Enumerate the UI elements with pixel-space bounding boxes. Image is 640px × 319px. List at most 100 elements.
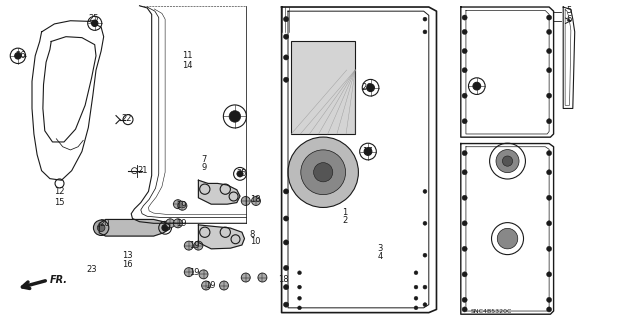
Text: 26: 26 [362,83,372,92]
Text: 11: 11 [182,51,193,60]
Circle shape [462,272,467,277]
Circle shape [284,302,289,307]
Circle shape [194,241,203,250]
Circle shape [423,30,427,34]
Circle shape [229,111,241,122]
Circle shape [414,306,418,310]
Circle shape [220,281,228,290]
Text: 16: 16 [122,260,132,269]
Text: 26: 26 [15,51,26,60]
Circle shape [423,253,427,257]
Circle shape [258,273,267,282]
Circle shape [547,297,552,302]
Circle shape [547,93,552,98]
Text: 1: 1 [342,208,348,217]
Circle shape [284,17,289,22]
Circle shape [284,265,289,271]
Circle shape [473,82,481,90]
Circle shape [237,171,243,177]
Circle shape [496,150,519,173]
Circle shape [241,273,250,282]
Circle shape [92,20,98,26]
Text: 2: 2 [342,216,348,225]
Circle shape [298,306,301,310]
Text: FR.: FR. [50,275,68,285]
Circle shape [284,77,289,82]
Circle shape [547,246,552,251]
Circle shape [547,15,552,20]
Circle shape [298,296,301,300]
Text: 19: 19 [205,281,215,290]
Circle shape [199,270,208,279]
Text: 19: 19 [189,268,199,277]
Circle shape [423,303,427,307]
Circle shape [547,170,552,175]
Text: 9: 9 [202,163,207,172]
Circle shape [547,68,552,73]
Text: 18: 18 [250,195,260,204]
Text: 14: 14 [182,61,193,70]
Circle shape [497,228,518,249]
Circle shape [547,29,552,34]
FancyBboxPatch shape [291,41,355,134]
Circle shape [284,55,289,60]
Circle shape [162,225,168,231]
Text: 8: 8 [250,230,255,239]
Circle shape [178,201,187,210]
Circle shape [414,271,418,275]
Circle shape [367,84,374,92]
Circle shape [462,195,467,200]
Circle shape [202,281,211,290]
Text: 5: 5 [566,6,572,15]
Circle shape [97,224,105,232]
Text: 6: 6 [566,15,572,24]
Circle shape [423,221,427,225]
Text: 15: 15 [54,198,65,207]
Circle shape [462,307,467,312]
Text: 22: 22 [122,114,132,122]
Circle shape [462,29,467,34]
Circle shape [462,170,467,175]
Circle shape [462,48,467,54]
Circle shape [173,200,182,209]
Circle shape [462,151,467,156]
Text: 7: 7 [202,155,207,164]
Circle shape [547,151,552,156]
Circle shape [462,297,467,302]
Text: 19: 19 [189,241,199,250]
Circle shape [462,68,467,73]
Circle shape [462,15,467,20]
Circle shape [547,195,552,200]
Circle shape [166,219,175,228]
Circle shape [547,119,552,124]
Polygon shape [99,219,170,236]
Text: 13: 13 [122,251,132,260]
Circle shape [414,285,418,289]
Circle shape [423,17,427,21]
Text: 4: 4 [378,252,383,261]
Circle shape [364,148,372,155]
Circle shape [547,307,552,312]
Circle shape [462,119,467,124]
Text: 19: 19 [176,201,186,210]
Text: 10: 10 [250,237,260,246]
Circle shape [284,189,289,194]
Circle shape [462,246,467,251]
Text: 12: 12 [54,187,65,196]
Circle shape [298,271,301,275]
Circle shape [547,221,552,226]
Circle shape [288,137,358,207]
Circle shape [252,197,260,205]
Text: 24: 24 [230,112,241,121]
Circle shape [462,221,467,226]
Circle shape [298,285,301,289]
Polygon shape [198,225,244,249]
Text: 18: 18 [278,275,289,284]
Circle shape [547,272,552,277]
Circle shape [284,285,289,290]
Circle shape [423,285,427,289]
Text: 20: 20 [99,219,109,228]
Text: 25: 25 [88,14,99,23]
Polygon shape [198,180,240,204]
Circle shape [502,156,513,166]
